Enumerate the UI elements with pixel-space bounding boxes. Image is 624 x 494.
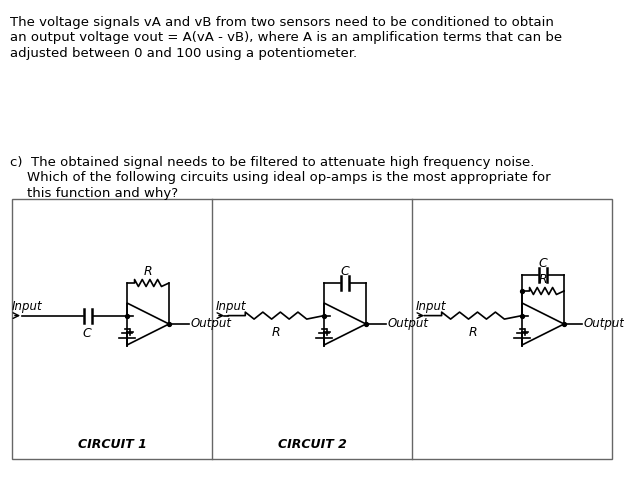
Text: CIRCUIT 2: CIRCUIT 2 [278, 438, 346, 451]
Text: C: C [539, 257, 547, 270]
Text: Input: Input [216, 299, 246, 313]
Text: Output: Output [584, 318, 624, 330]
Bar [12, 199, 612, 459]
Text: this function and why?: this function and why? [10, 187, 178, 200]
Text: C: C [341, 265, 349, 278]
Text: C: C [82, 327, 91, 339]
Text: Output: Output [191, 318, 232, 330]
Text: Input: Input [12, 299, 42, 313]
Text: an output voltage vout = A(vA - vB), where A is an amplification terms that can : an output voltage vout = A(vA - vB), whe… [10, 32, 562, 44]
Text: R: R [271, 326, 280, 338]
Text: The voltage signals vA and vB from two sensors need to be conditioned to obtain: The voltage signals vA and vB from two s… [10, 16, 554, 29]
Text: R: R [539, 273, 547, 286]
Text: R: R [144, 265, 152, 278]
Text: CIRCUIT 1: CIRCUIT 1 [77, 438, 147, 451]
Text: Input: Input [416, 299, 447, 313]
Text: c)  The obtained signal needs to be filtered to attenuate high frequency noise.: c) The obtained signal needs to be filte… [10, 156, 534, 169]
Text: Output: Output [388, 318, 429, 330]
Text: Which of the following circuits using ideal op-amps is the most appropriate for: Which of the following circuits using id… [10, 171, 550, 184]
Text: R: R [469, 326, 477, 338]
Text: adjusted between 0 and 100 using a potentiometer.: adjusted between 0 and 100 using a poten… [10, 47, 357, 60]
